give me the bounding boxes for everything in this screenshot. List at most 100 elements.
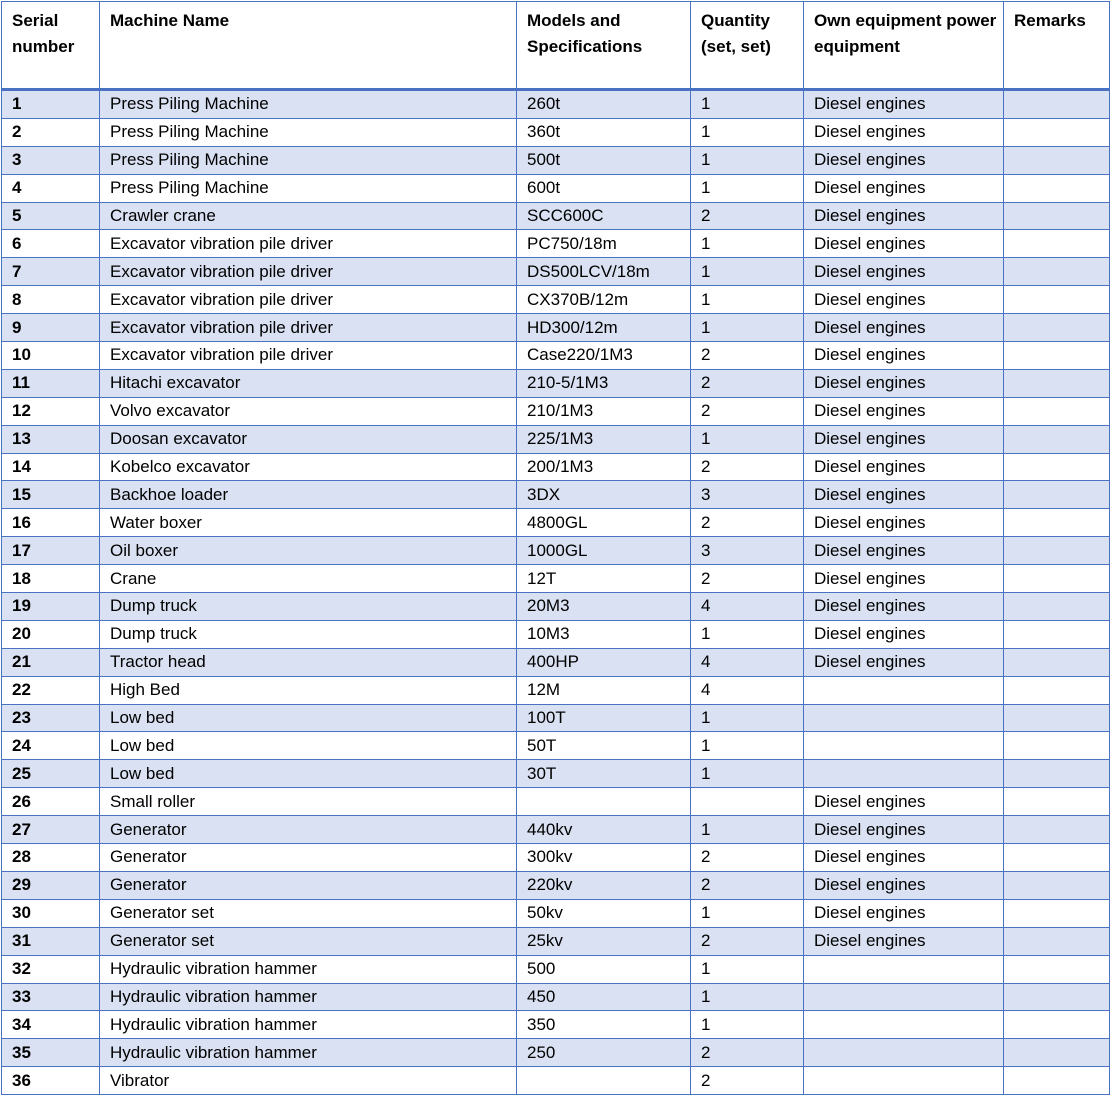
serial-cell: 18 xyxy=(1,564,100,594)
table-cell xyxy=(803,982,1004,1012)
table-cell: Hitachi excavator xyxy=(99,368,517,398)
table-cell xyxy=(803,1066,1004,1095)
table-cell: 1 xyxy=(690,424,804,454)
serial-cell: 10 xyxy=(1,341,100,370)
table-cell: High Bed xyxy=(99,675,517,705)
table-cell: Diesel engines xyxy=(803,257,1004,287)
table-row: 32 Hydraulic vibration hammer 500 1 xyxy=(1,954,1110,984)
serial-cell: 16 xyxy=(1,508,100,538)
serial-cell: 3 xyxy=(1,145,100,175)
table-cell: Diesel engines xyxy=(803,592,1004,621)
table-cell: Diesel engines xyxy=(803,508,1004,538)
table-cell: 1 xyxy=(690,703,804,733)
serial-cell: 20 xyxy=(1,619,100,649)
table-cell: Water boxer xyxy=(99,508,517,538)
table-cell: Generator xyxy=(99,870,517,900)
table-cell: Generator xyxy=(99,843,517,872)
serial-cell: 33 xyxy=(1,982,100,1012)
table-cell xyxy=(690,787,804,817)
table-row: 15 Backhoe loader 3DX 3 Diesel engines xyxy=(1,480,1110,510)
table-cell: 50T xyxy=(516,731,691,761)
table-row: 25 Low bed 30T 1 xyxy=(1,759,1110,789)
table-cell xyxy=(1003,870,1110,900)
serial-cell: 30 xyxy=(1,898,100,928)
serial-cell: 6 xyxy=(1,229,100,259)
table-cell: 1 xyxy=(690,619,804,649)
table-row: 35 Hydraulic vibration hammer 250 2 xyxy=(1,1038,1110,1068)
table-cell xyxy=(1003,815,1110,845)
table-cell: 1 xyxy=(690,982,804,1012)
table-cell: 1 xyxy=(690,285,804,315)
serial-cell: 22 xyxy=(1,675,100,705)
serial-cell: 14 xyxy=(1,452,100,482)
table-cell xyxy=(1003,341,1110,370)
serial-cell: 27 xyxy=(1,815,100,845)
table-row: 30 Generator set 50kv 1 Diesel engines xyxy=(1,898,1110,928)
serial-cell: 21 xyxy=(1,647,100,677)
table-cell: Diesel engines xyxy=(803,452,1004,482)
table-cell: Crawler crane xyxy=(99,201,517,231)
table-cell: Case220/1M3 xyxy=(516,341,691,370)
table-cell: 2 xyxy=(690,1038,804,1068)
serial-cell: 24 xyxy=(1,731,100,761)
table-row: 33 Hydraulic vibration hammer 450 1 xyxy=(1,982,1110,1012)
table-cell xyxy=(1003,898,1110,928)
table-cell: 2 xyxy=(690,1066,804,1095)
table-row: 16 Water boxer 4800GL 2 Diesel engines xyxy=(1,508,1110,538)
table-cell: 2 xyxy=(690,396,804,426)
table-cell: Low bed xyxy=(99,731,517,761)
table-cell: 2 xyxy=(690,341,804,370)
table-row: 24 Low bed 50T 1 xyxy=(1,731,1110,761)
column-header: Quantity (set, set) xyxy=(690,1,804,91)
table-cell: HD300/12m xyxy=(516,313,691,343)
column-header: Models and Specifications xyxy=(516,1,691,91)
table-row: 20 Dump truck 10M3 1 Diesel engines xyxy=(1,619,1110,649)
table-cell xyxy=(803,703,1004,733)
table-cell: Hydraulic vibration hammer xyxy=(99,1010,517,1040)
table-cell: 500 xyxy=(516,954,691,984)
table-cell: 1 xyxy=(690,145,804,175)
table-cell: 210/1M3 xyxy=(516,396,691,426)
table-cell: Generator set xyxy=(99,898,517,928)
table-cell xyxy=(1003,843,1110,872)
table-cell: 1 xyxy=(690,759,804,789)
table-cell: Diesel engines xyxy=(803,368,1004,398)
table-cell: Low bed xyxy=(99,703,517,733)
table-cell: 25kv xyxy=(516,926,691,956)
table-cell: 2 xyxy=(690,564,804,594)
table-cell: 4 xyxy=(690,675,804,705)
table-cell: 500t xyxy=(516,145,691,175)
table-row: 7 Excavator vibration pile driver DS500LCV… xyxy=(1,257,1110,287)
table-cell: Diesel engines xyxy=(803,536,1004,566)
table-cell: Hydraulic vibration hammer xyxy=(99,1038,517,1068)
table-cell xyxy=(1003,396,1110,426)
table-cell xyxy=(1003,285,1110,315)
table-row: 1 Press Piling Machine 260t 1 Diesel engines xyxy=(1,89,1110,119)
table-cell: 600t xyxy=(516,173,691,203)
table-cell: Low bed xyxy=(99,759,517,789)
serial-cell: 31 xyxy=(1,926,100,956)
table-cell: Diesel engines xyxy=(803,898,1004,928)
table-cell: Dump truck xyxy=(99,619,517,649)
table-cell: Excavator vibration pile driver xyxy=(99,341,517,370)
serial-cell: 32 xyxy=(1,954,100,984)
table-cell: Diesel engines xyxy=(803,787,1004,817)
table-cell: 3DX xyxy=(516,480,691,510)
table-cell xyxy=(1003,368,1110,398)
table-cell xyxy=(1003,759,1110,789)
table-cell xyxy=(1003,89,1110,119)
serial-cell: 15 xyxy=(1,480,100,510)
serial-cell: 26 xyxy=(1,787,100,817)
table-row: 17 Oil boxer 1000GL 3 Diesel engines xyxy=(1,536,1110,566)
serial-cell: 4 xyxy=(1,173,100,203)
table-row: 5 Crawler crane SCC600C 2 Diesel engines xyxy=(1,201,1110,231)
table-cell: 2 xyxy=(690,843,804,872)
table-cell: Excavator vibration pile driver xyxy=(99,229,517,259)
table-row: 19 Dump truck 20M3 4 Diesel engines xyxy=(1,592,1110,621)
table-cell: Diesel engines xyxy=(803,926,1004,956)
table-cell: 350 xyxy=(516,1010,691,1040)
table-cell: 1 xyxy=(690,731,804,761)
table-cell: 20M3 xyxy=(516,592,691,621)
table-cell xyxy=(1003,982,1110,1012)
serial-cell: 1 xyxy=(1,89,100,119)
